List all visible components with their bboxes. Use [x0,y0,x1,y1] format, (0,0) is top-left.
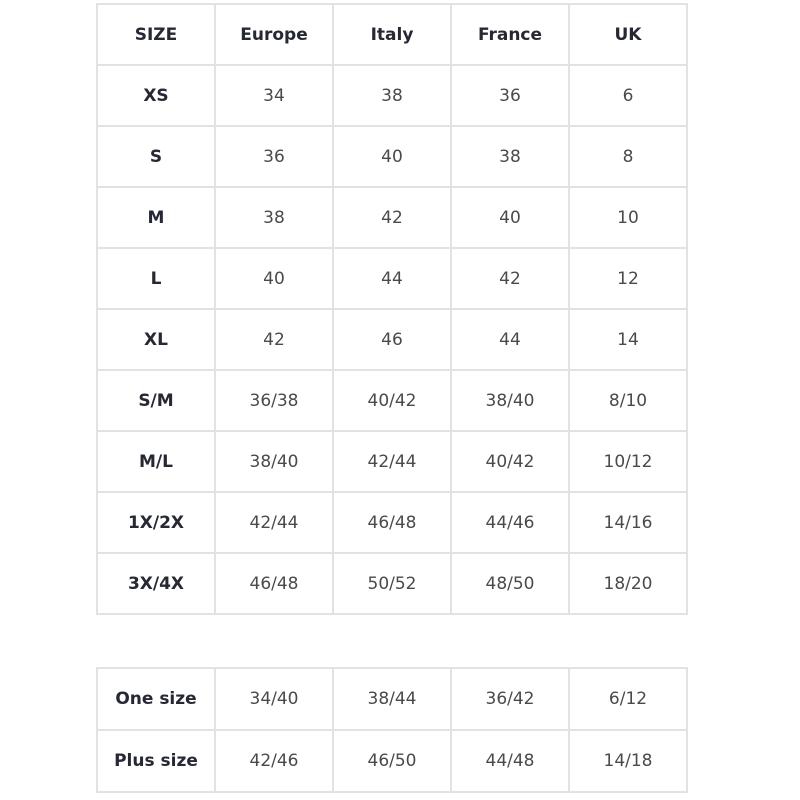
column-header: France [450,3,570,66]
size-value-cell: 44 [332,247,452,310]
size-value-cell: 38/44 [332,667,452,731]
size-value-cell: 8 [568,125,688,188]
size-value-cell: 42/44 [332,430,452,493]
size-value-cell: 40/42 [332,369,452,432]
size-value-cell: 42/44 [214,491,334,554]
size-value-cell: 18/20 [568,552,688,615]
size-value-cell: 42 [332,186,452,249]
size-value-cell: 50/52 [332,552,452,615]
size-value-cell: 38/40 [450,369,570,432]
size-value-cell: 38 [332,64,452,127]
size-label-cell: S [96,125,216,188]
size-value-cell: 34 [214,64,334,127]
size-value-cell: 44/48 [450,729,570,793]
size-value-cell: 40/42 [450,430,570,493]
size-label-cell: M/L [96,430,216,493]
size-value-cell: 14 [568,308,688,371]
size-value-cell: 36 [450,64,570,127]
size-value-cell: 44/46 [450,491,570,554]
column-header: Italy [332,3,452,66]
size-value-cell: 40 [214,247,334,310]
size-value-cell: 42/46 [214,729,334,793]
size-value-cell: 34/40 [214,667,334,731]
size-value-cell: 42 [450,247,570,310]
size-value-cell: 6/12 [568,667,688,731]
size-value-cell: 46/48 [214,552,334,615]
size-value-cell: 40 [332,125,452,188]
size-value-cell: 38/40 [214,430,334,493]
table-row: M/L 38/40 42/44 40/42 10/12 [96,430,688,493]
size-label-cell: S/M [96,369,216,432]
size-label-cell: One size [96,667,216,731]
column-header: SIZE [96,3,216,66]
table-row: Plus size 42/46 46/50 44/48 14/18 [96,729,688,793]
size-chart-table: SIZE Europe Italy France UK XS 34 38 36 6 S 36 40 38 8… [96,3,688,615]
size-value-cell: 36/42 [450,667,570,731]
table-row: S/M 36/38 40/42 38/40 8/10 [96,369,688,432]
size-value-cell: 40 [450,186,570,249]
special-sizes-table: One size 34/40 38/44 36/42 6/12 Plus size 42/4… [96,667,688,793]
column-header: UK [568,3,688,66]
size-value-cell: 14/18 [568,729,688,793]
size-value-cell: 46/50 [332,729,452,793]
column-header: Europe [214,3,334,66]
size-label-cell: 1X/2X [96,491,216,554]
table-row: One size 34/40 38/44 36/42 6/12 [96,667,688,731]
size-label-cell: Plus size [96,729,216,793]
size-value-cell: 46/48 [332,491,452,554]
size-value-cell: 14/16 [568,491,688,554]
size-value-cell: 42 [214,308,334,371]
table-row: 1X/2X 42/44 46/48 44/46 14/16 [96,491,688,554]
size-value-cell: 38 [450,125,570,188]
size-value-cell: 8/10 [568,369,688,432]
header-row: SIZE Europe Italy France UK [96,3,688,66]
size-label-cell: XL [96,308,216,371]
table-row: XS 34 38 36 6 [96,64,688,127]
size-value-cell: 10 [568,186,688,249]
size-label-cell: M [96,186,216,249]
table-row: S 36 40 38 8 [96,125,688,188]
size-value-cell: 10/12 [568,430,688,493]
size-value-cell: 48/50 [450,552,570,615]
size-value-cell: 38 [214,186,334,249]
size-value-cell: 12 [568,247,688,310]
size-value-cell: 36 [214,125,334,188]
size-label-cell: 3X/4X [96,552,216,615]
size-label-cell: L [96,247,216,310]
table-row: XL 42 46 44 14 [96,308,688,371]
table-row: M 38 42 40 10 [96,186,688,249]
size-label-cell: XS [96,64,216,127]
size-value-cell: 6 [568,64,688,127]
size-value-cell: 36/38 [214,369,334,432]
table-row: L 40 44 42 12 [96,247,688,310]
size-value-cell: 44 [450,308,570,371]
size-value-cell: 46 [332,308,452,371]
table-row: 3X/4X 46/48 50/52 48/50 18/20 [96,552,688,615]
